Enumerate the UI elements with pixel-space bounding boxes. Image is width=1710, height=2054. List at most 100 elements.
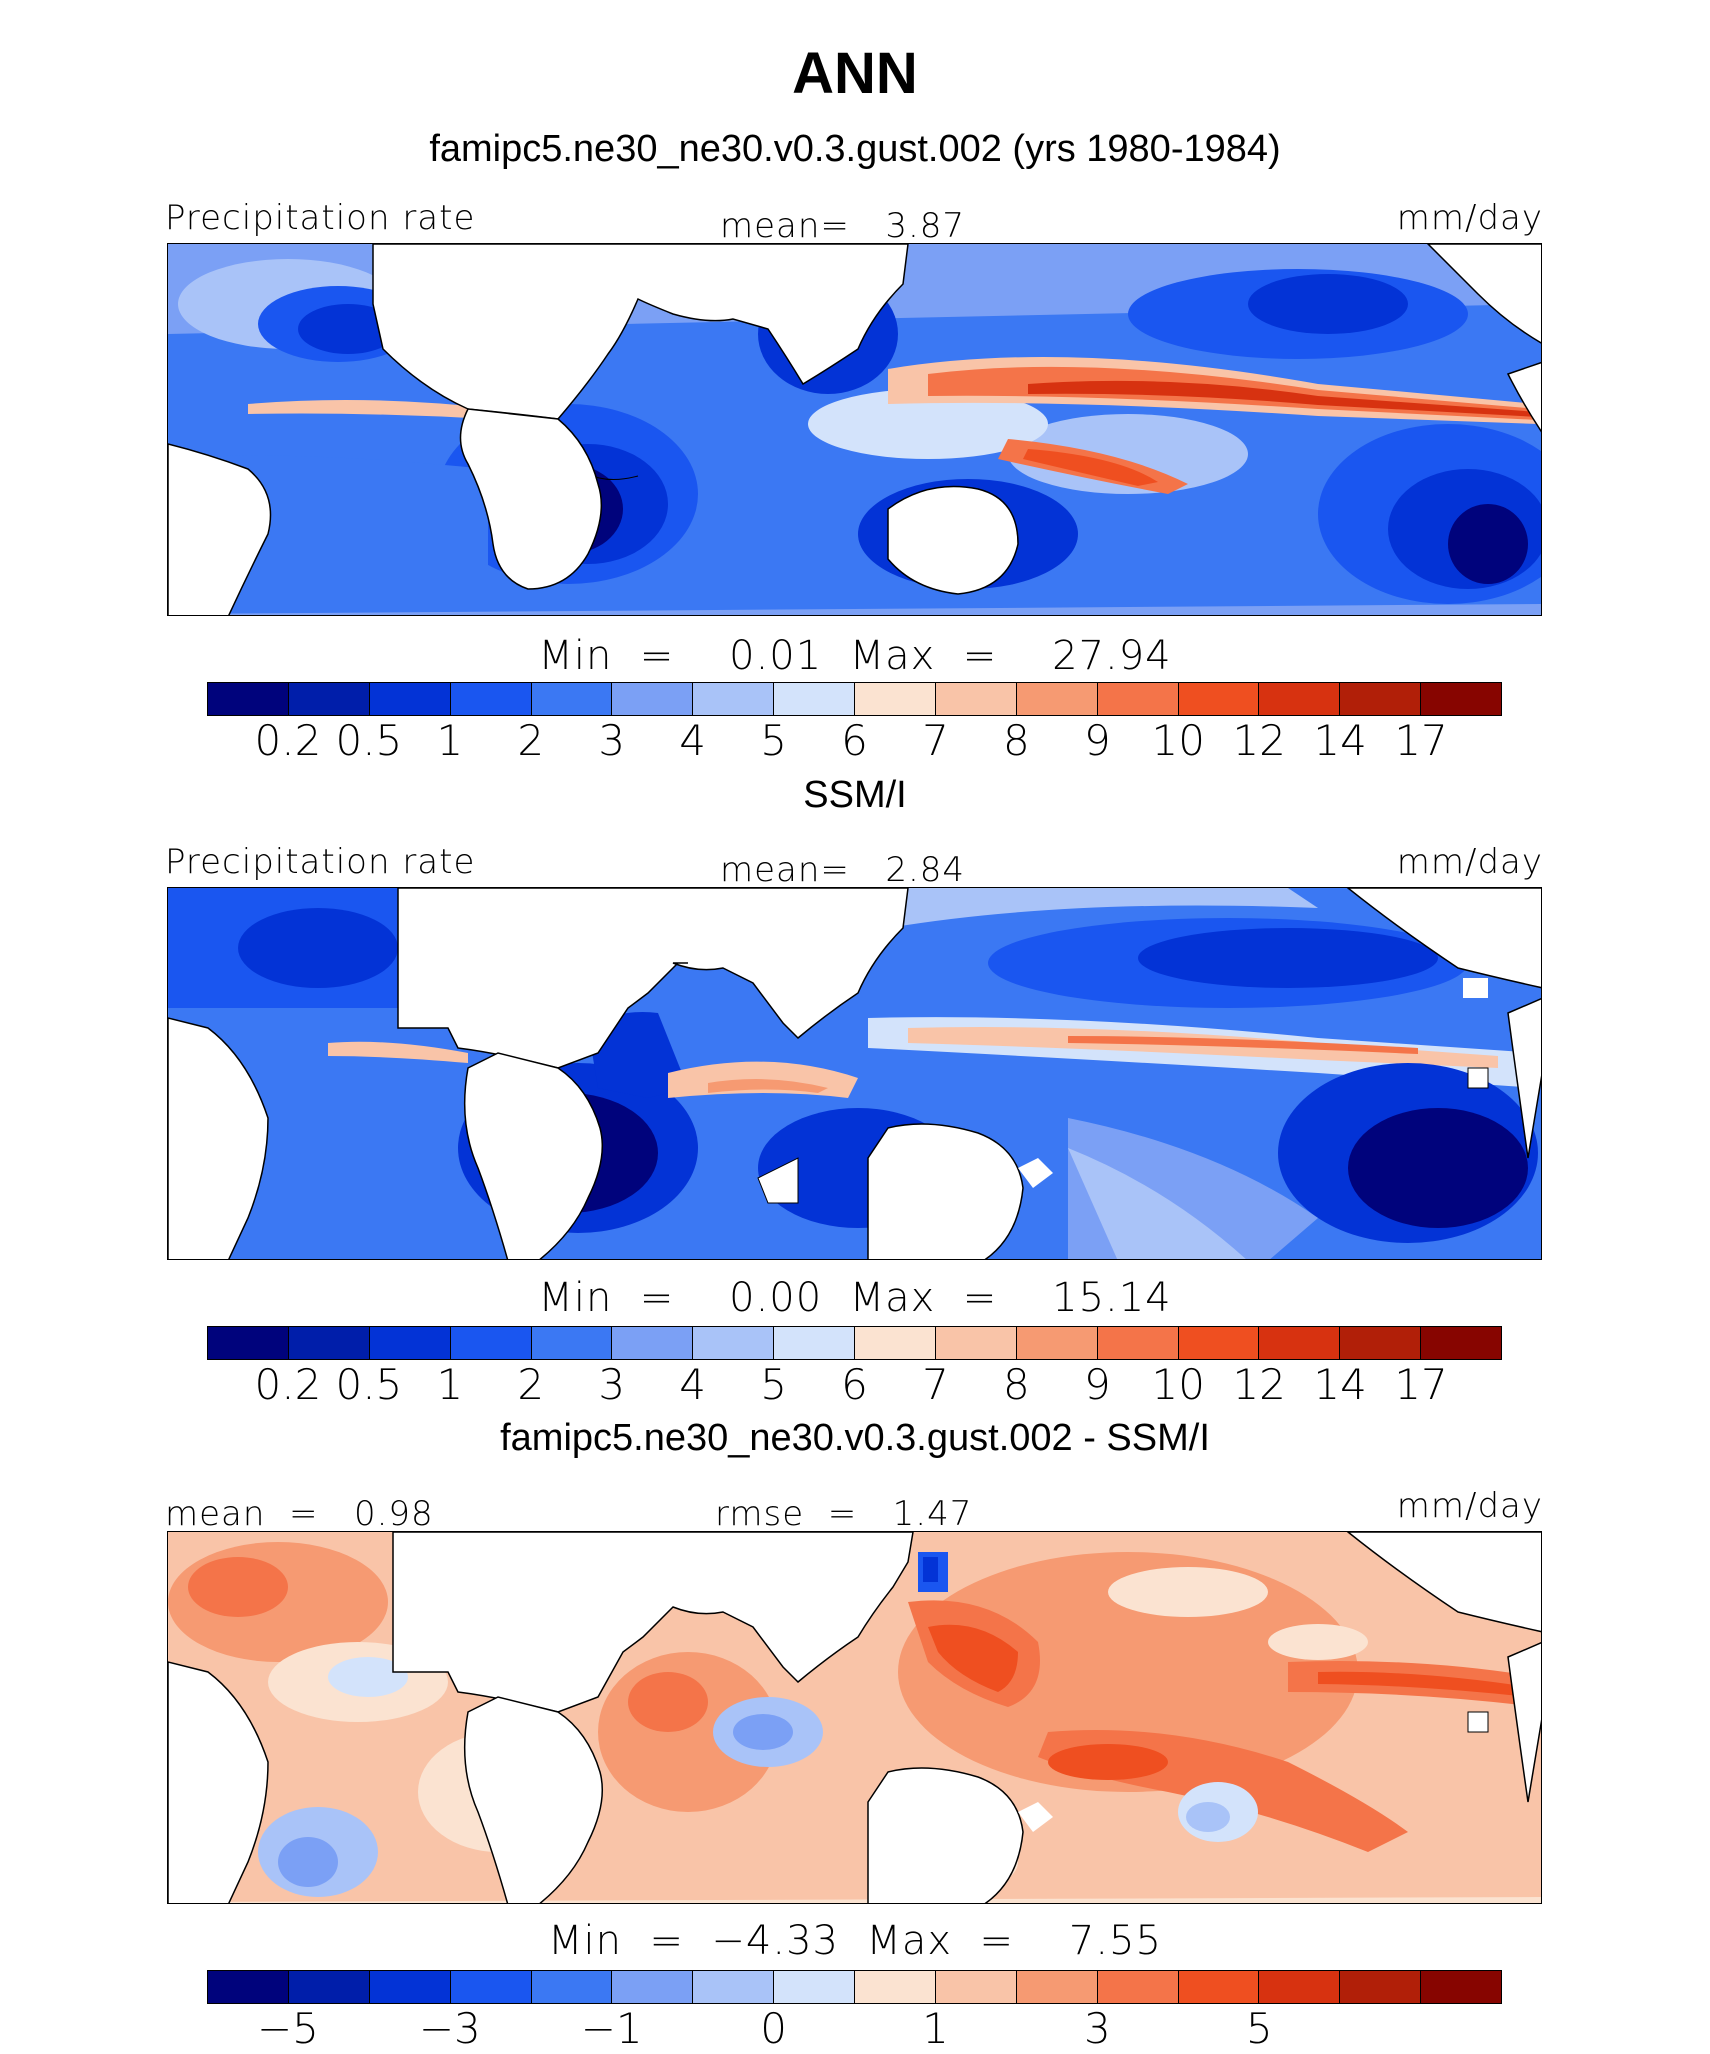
colorbar-cell [208, 1327, 289, 1359]
colorbar-tick-label: 0.2 [254, 716, 322, 765]
colorbar-tick-label: 3 [598, 1360, 626, 1409]
colorbar-tick-label: 0.5 [335, 716, 403, 765]
colorbar-tick-label: 4 [679, 716, 706, 765]
colorbar-tick-label: 5 [760, 1360, 787, 1409]
colorbar-cell [693, 683, 775, 715]
panel-1-variable-label: Precipitation rate [165, 198, 476, 238]
colorbar-cell [935, 1327, 1017, 1359]
panel-1-units: mm/day [1396, 198, 1543, 238]
colorbar-tick-label: 3 [1083, 2004, 1111, 2053]
colorbar-tick-label: 17 [1394, 1360, 1448, 1409]
colorbar-tick-label: 7 [922, 1360, 949, 1409]
colorbar-cell [774, 1971, 855, 2003]
panel-2-colorbar-labels: 0.2 0.5 1 2 3 4 5 6 7 8 9 10 12 14 17 [207, 1360, 1502, 1410]
colorbar-tick-label: −1 [580, 2004, 643, 2053]
colorbar-cell [612, 683, 694, 715]
colorbar-cell [288, 1327, 370, 1359]
colorbar-tick-label: 0 [760, 2004, 787, 2053]
colorbar-tick-label: 5 [760, 716, 787, 765]
colorbar-cell [855, 1327, 936, 1359]
panel-3-colorbar [207, 1970, 1502, 2004]
panel-2-map [167, 887, 1542, 1260]
panel-1-mean-label: mean= 3.87 [720, 206, 966, 246]
colorbar-tick-label: 10 [1151, 716, 1205, 765]
colorbar-cell [288, 683, 370, 715]
colorbar-tick-label: 12 [1232, 1360, 1286, 1409]
colorbar-tick-label: 8 [1003, 716, 1030, 765]
colorbar-tick-label: −3 [418, 2004, 481, 2053]
colorbar-cell [531, 683, 613, 715]
colorbar-cell [288, 1971, 370, 2003]
panel-2-units: mm/day [1396, 842, 1543, 882]
colorbar-tick-label: 1 [436, 716, 464, 765]
colorbar-cell [208, 1971, 289, 2003]
colorbar-cell [1178, 1971, 1260, 2003]
colorbar-tick-label: 6 [841, 1360, 868, 1409]
colorbar-cell [855, 1971, 936, 2003]
figure-title: ANN [792, 41, 918, 106]
panel-2-colorbar [207, 1326, 1502, 1360]
colorbar-tick-label: 8 [1003, 1360, 1030, 1409]
colorbar-cell [935, 1971, 1017, 2003]
colorbar-tick-label: 0.5 [335, 1360, 403, 1409]
panel-2-variable-label: Precipitation rate [165, 842, 476, 882]
colorbar-cell [1178, 1327, 1260, 1359]
colorbar-cell [693, 1327, 775, 1359]
colorbar-cell [1421, 1327, 1501, 1359]
colorbar-cell [531, 1327, 613, 1359]
panel-3-units: mm/day [1396, 1486, 1543, 1526]
colorbar-tick-label: 7 [922, 716, 949, 765]
colorbar-cell [612, 1971, 694, 2003]
colorbar-cell [1259, 1971, 1341, 2003]
colorbar-cell [693, 1971, 775, 2003]
colorbar-cell [1178, 683, 1260, 715]
colorbar-cell [935, 683, 1017, 715]
colorbar-tick-label: 4 [679, 1360, 706, 1409]
colorbar-cell [450, 1327, 532, 1359]
colorbar-cell [1097, 1971, 1179, 2003]
colorbar-cell [1340, 1327, 1422, 1359]
colorbar-cell [1421, 683, 1501, 715]
panel-3-map [167, 1531, 1542, 1904]
colorbar-tick-label: 14 [1313, 1360, 1367, 1409]
colorbar-cell [208, 683, 289, 715]
colorbar-cell [1097, 1327, 1179, 1359]
colorbar-tick-label: 5 [1245, 2004, 1273, 2053]
colorbar-cell [1016, 683, 1098, 715]
colorbar-cell [1340, 683, 1422, 715]
colorbar-tick-label: 10 [1151, 1360, 1205, 1409]
panel-3-rmse-label: rmse = 1.47 [715, 1494, 973, 1534]
panel-3-mean-label: mean = 0.98 [165, 1494, 434, 1534]
colorbar-tick-label: 0.2 [254, 1360, 322, 1409]
colorbar-cell [1016, 1327, 1098, 1359]
colorbar-tick-label: 12 [1232, 716, 1286, 765]
colorbar-tick-label: 1 [436, 1360, 464, 1409]
panel-1-map [167, 243, 1542, 616]
panel-1-colorbar [207, 682, 1502, 716]
colorbar-cell [855, 683, 936, 715]
colorbar-tick-label: 9 [1083, 1360, 1111, 1409]
panel-1-title: famipc5.ne30_ne30.v0.3.gust.002 (yrs 198… [429, 128, 1281, 170]
colorbar-cell [774, 683, 855, 715]
panel-2-minmax: Min = 0.00 Max = 15.14 [538, 1275, 1172, 1321]
colorbar-tick-label: 3 [598, 716, 626, 765]
colorbar-tick-label: 14 [1313, 716, 1367, 765]
panel-1-colorbar-labels: 0.2 0.5 1 2 3 4 5 6 7 8 9 10 12 14 17 [207, 716, 1502, 766]
panel-1-minmax: Min = 0.01 Max = 27.94 [538, 633, 1172, 679]
colorbar-cell [450, 683, 532, 715]
panel-3-colorbar-labels: −5 −3 −1 0 1 3 5 [207, 2004, 1502, 2054]
colorbar-cell [1259, 683, 1341, 715]
panel-3-title: famipc5.ne30_ne30.v0.3.gust.002 - SSM/I [500, 1417, 1210, 1459]
colorbar-cell [369, 1327, 451, 1359]
colorbar-cell [1259, 1327, 1341, 1359]
colorbar-cell [1016, 1971, 1098, 2003]
colorbar-tick-label: 2 [517, 1360, 545, 1409]
colorbar-cell [369, 683, 451, 715]
colorbar-cell [1340, 1971, 1422, 2003]
colorbar-cell [531, 1971, 613, 2003]
colorbar-cell [1097, 683, 1179, 715]
colorbar-tick-label: 6 [841, 716, 868, 765]
colorbar-cell [1421, 1971, 1501, 2003]
colorbar-tick-label: −5 [256, 2004, 319, 2053]
colorbar-cell [450, 1971, 532, 2003]
